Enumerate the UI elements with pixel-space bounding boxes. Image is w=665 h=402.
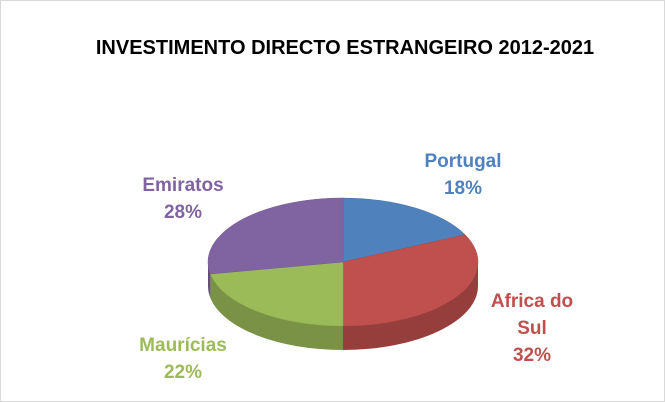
value-label: 22% xyxy=(163,362,203,383)
slice-side xyxy=(343,262,478,350)
slice xyxy=(342,197,466,263)
category-label: Maurícias xyxy=(139,335,227,356)
slice-side xyxy=(210,273,343,350)
data-label: Portugal 18% xyxy=(398,148,528,202)
data-label: Africa do Sul 32% xyxy=(467,288,597,369)
data-label: Maurícias 22% xyxy=(118,332,248,386)
category-label: Africa do Sul xyxy=(490,291,574,339)
value-label: 18% xyxy=(443,178,483,199)
value-label: 28% xyxy=(163,202,203,223)
category-label: Emiratos xyxy=(142,175,224,196)
slice xyxy=(342,234,479,327)
data-label: Emiratos 28% xyxy=(118,172,248,226)
chart-title: INVESTIMENTO DIRECTO ESTRANGEIRO 2012-20… xyxy=(95,37,595,59)
slice-side xyxy=(208,262,211,298)
slice xyxy=(210,261,344,327)
slice xyxy=(207,197,344,275)
value-label: 32% xyxy=(512,345,552,366)
category-label: Portugal xyxy=(424,151,502,172)
